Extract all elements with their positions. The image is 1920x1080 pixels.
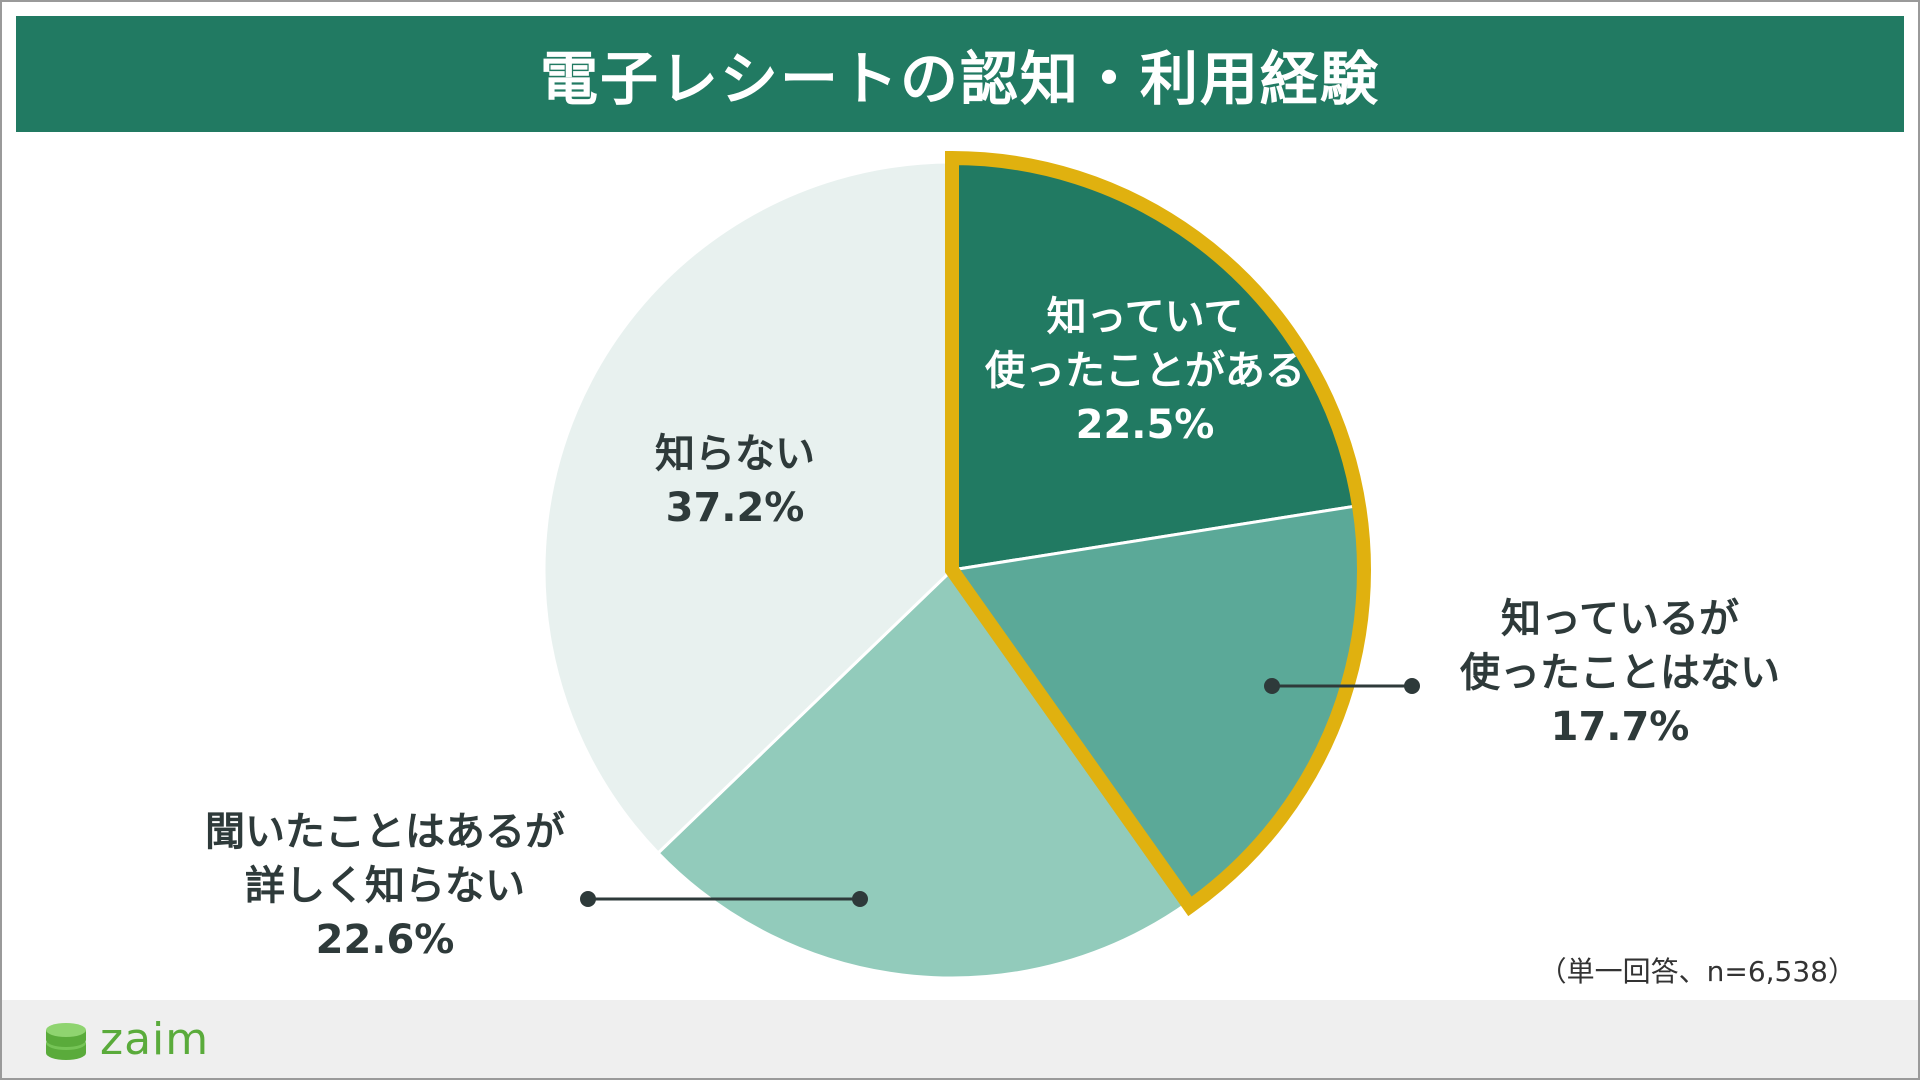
zaim-logo-text: zaim	[100, 1014, 210, 1065]
pie-slice-4	[542, 160, 954, 856]
slice-4-label-line: 知らない	[655, 431, 815, 477]
sample-note: （単一回答、n=6,538）	[1538, 955, 1856, 988]
pie-slice-3	[655, 567, 1190, 980]
zaim-logo: zaim	[42, 1014, 209, 1065]
slice-2-label-line: 使ったことはない	[1460, 650, 1780, 696]
slice-3-leader-dot	[852, 891, 868, 907]
slice-2-label-line: 知っているが	[1501, 596, 1739, 642]
slice-1-label-line: 使ったことがある	[985, 348, 1305, 394]
slice-4-percent-label: 37.2%	[666, 485, 805, 531]
highlight-outline	[945, 150, 1371, 917]
slice-2-leader-dot	[1264, 678, 1280, 694]
footer: zaim	[2, 1000, 1918, 1078]
slice-2-leader-dot	[1404, 678, 1420, 694]
chart-title: 電子レシートの認知・利用経験	[16, 16, 1904, 132]
slice-1-percent-label: 22.5%	[1076, 402, 1215, 448]
slice-3-label-line: 聞いたことはあるが	[205, 809, 565, 855]
slice-3-label-line: 詳しく知らない	[245, 863, 525, 909]
slice-3-percent-label: 22.6%	[316, 917, 455, 963]
slice-1-label-line: 知っていて	[1047, 294, 1244, 340]
leader-lines	[580, 678, 1420, 907]
slice-2-percent-label: 17.7%	[1551, 704, 1690, 750]
coin-stack-icon	[46, 1022, 86, 1060]
slice-3-leader-dot	[580, 891, 596, 907]
